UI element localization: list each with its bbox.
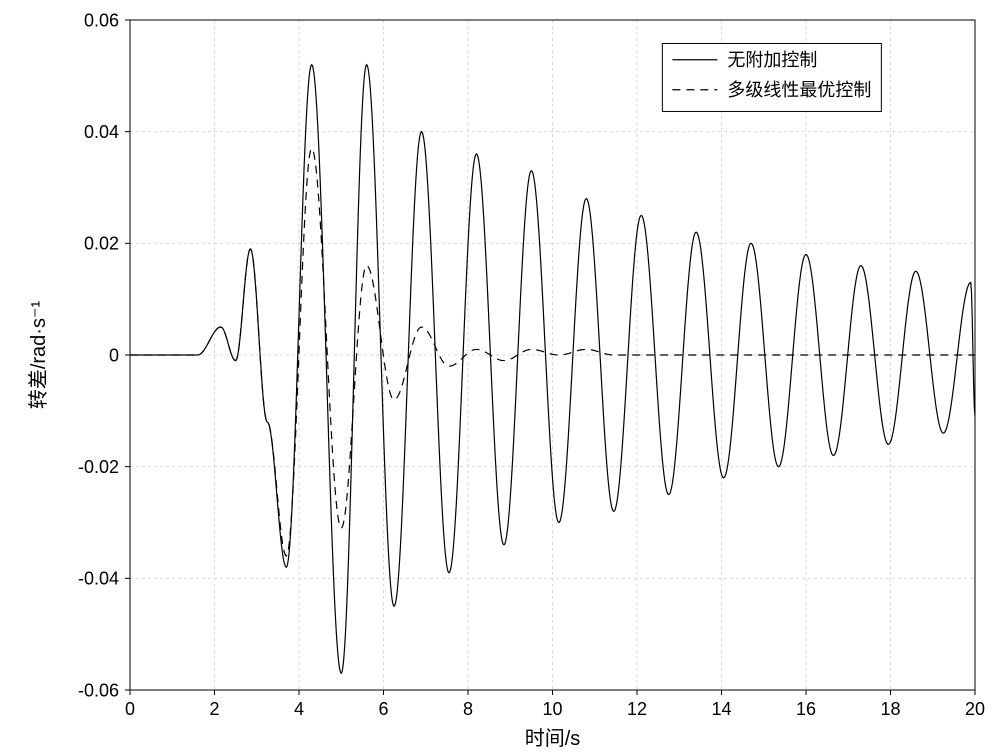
- chart-canvas: 0 2 4 6 8 10 12 14 16 18 20 -0.06 -0.04 -0.02 0 0.02 0.0…: [0, 0, 1000, 752]
- svg-text:-0.06: -0.06: [78, 680, 119, 700]
- svg-text:16: 16: [796, 699, 816, 719]
- svg-text:14: 14: [711, 699, 731, 719]
- svg-text:-0.02: -0.02: [78, 457, 119, 477]
- legend: 无附加控制多级线性最优控制: [662, 43, 881, 111]
- legend-label-0: 无附加控制: [727, 50, 817, 70]
- svg-text:0.04: 0.04: [84, 122, 119, 142]
- oscillation-chart: 0 2 4 6 8 10 12 14 16 18 20 -0.06 -0.04 -0.02 0 0.02 0.0…: [0, 0, 1000, 752]
- svg-text:6: 6: [378, 699, 388, 719]
- x-axis-label: 时间/s: [525, 727, 581, 750]
- y-axis-label: 转差/rad·s⁻¹: [27, 300, 50, 409]
- svg-text:0.06: 0.06: [84, 10, 119, 30]
- svg-text:10: 10: [542, 699, 562, 719]
- svg-text:18: 18: [880, 699, 900, 719]
- svg-text:0: 0: [125, 699, 135, 719]
- svg-text:2: 2: [209, 699, 219, 719]
- svg-text:4: 4: [294, 699, 304, 719]
- legend-label-1: 多级线性最优控制: [727, 80, 871, 100]
- svg-text:0.02: 0.02: [84, 234, 119, 254]
- svg-text:8: 8: [463, 699, 473, 719]
- svg-text:12: 12: [627, 699, 647, 719]
- svg-text:20: 20: [965, 699, 985, 719]
- svg-text:-0.04: -0.04: [78, 569, 119, 589]
- svg-text:0: 0: [109, 345, 119, 365]
